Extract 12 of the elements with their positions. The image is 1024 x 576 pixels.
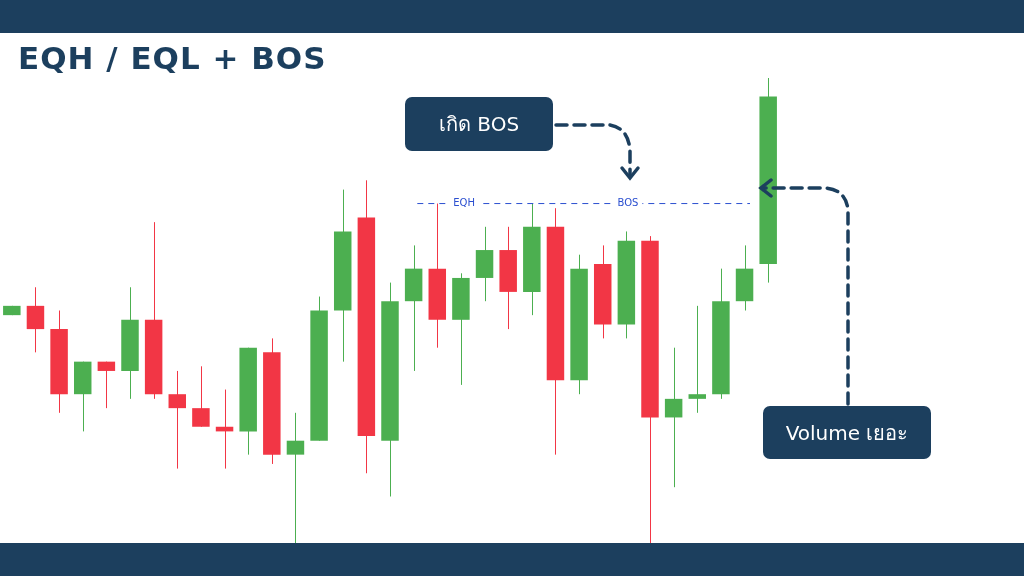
candlestick bbox=[286, 412, 305, 544]
ref-line-label: EQH bbox=[453, 197, 475, 209]
candlestick bbox=[26, 286, 45, 353]
candlestick bbox=[688, 305, 707, 414]
label-box: เกิด BOS bbox=[405, 97, 553, 151]
chart-title: EQH / EQL + BOS bbox=[18, 40, 327, 76]
candlestick bbox=[664, 347, 683, 488]
candlestick bbox=[192, 365, 210, 428]
candlestick bbox=[168, 370, 187, 470]
label-box: Volume เยอะ bbox=[763, 406, 931, 459]
candlestick bbox=[97, 361, 116, 409]
annotation: BOS bbox=[617, 197, 639, 209]
